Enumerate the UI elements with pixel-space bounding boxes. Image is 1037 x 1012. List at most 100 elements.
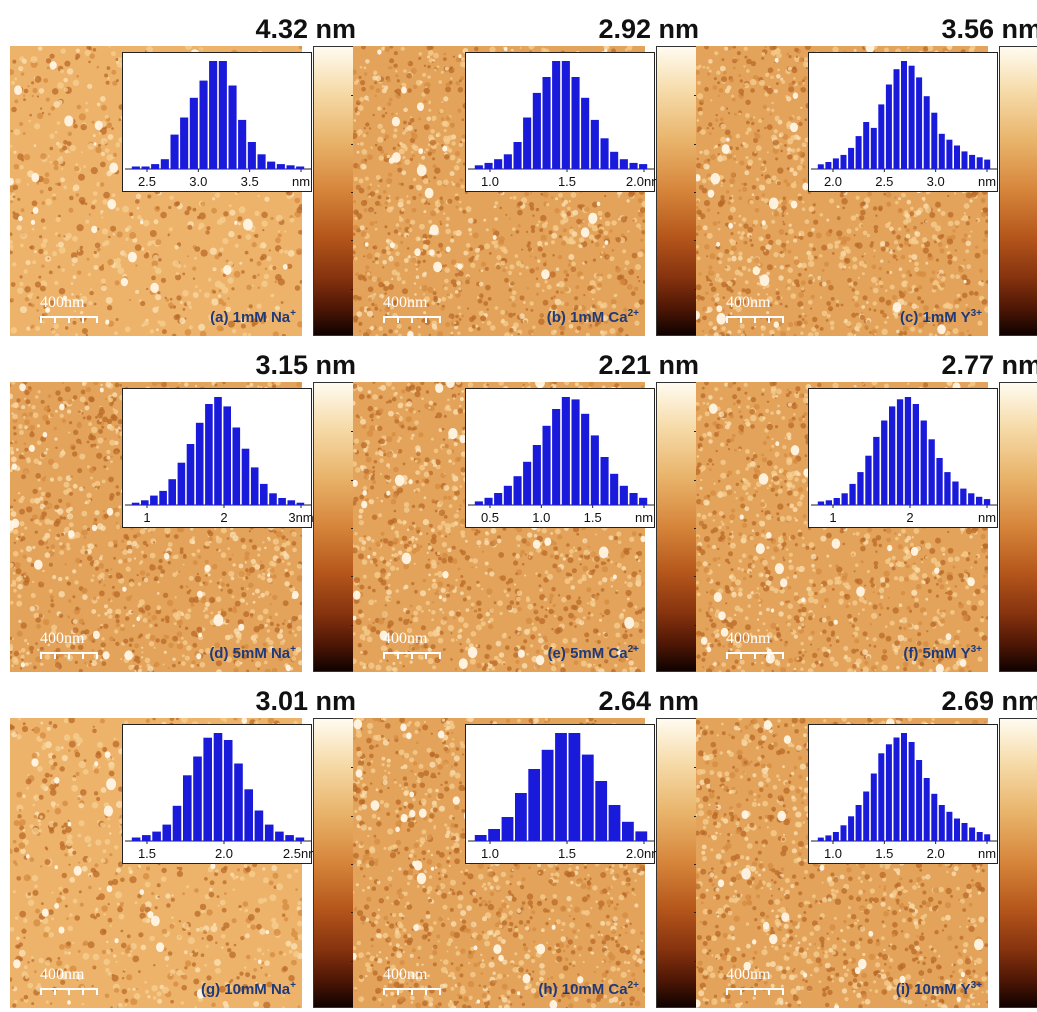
- histogram-bar: [962, 151, 968, 169]
- histogram-bar: [163, 825, 172, 841]
- histogram-bar: [543, 77, 551, 169]
- histogram-bar: [581, 414, 589, 505]
- histogram-bar: [159, 491, 167, 505]
- scale-bar-tick: [40, 652, 42, 659]
- histogram-bar: [833, 832, 839, 841]
- histogram-tick-label: 1.5: [138, 846, 156, 861]
- scale-bar-label: 400nm: [726, 630, 770, 648]
- histogram-bar: [894, 738, 900, 842]
- scale-bar-tick: [96, 316, 98, 323]
- histogram-bar: [856, 805, 862, 841]
- histogram-tick-label: 1.0: [532, 510, 550, 525]
- histogram-tick-label: 3.0: [927, 174, 945, 189]
- histogram-bar: [485, 163, 493, 169]
- histogram-bar: [865, 456, 871, 505]
- histogram-bar: [504, 486, 512, 505]
- histogram-bar: [514, 142, 522, 169]
- histogram-tick-label: 2: [220, 510, 227, 525]
- histogram-bar: [946, 140, 952, 169]
- panel-label-text: (f) 5mM Y: [903, 645, 970, 662]
- histogram-bar: [622, 822, 634, 841]
- scale-bar-tick: [754, 316, 756, 323]
- histogram-bar: [494, 493, 502, 505]
- height-colorbar: [313, 382, 357, 672]
- histogram-bar: [833, 158, 839, 169]
- histogram-bar: [591, 120, 599, 169]
- histogram-bar: [881, 421, 887, 506]
- panel-label: (f) 5mM Y3+: [903, 644, 982, 662]
- height-colorbar: [313, 718, 357, 1008]
- histogram-bar: [856, 136, 862, 169]
- histogram-tick-label: 2.0: [927, 846, 945, 861]
- histogram-bar: [533, 445, 541, 505]
- histogram-bar: [552, 61, 560, 169]
- histogram-bar: [873, 437, 879, 505]
- histogram-tick-label: 1.0: [824, 846, 842, 861]
- scale-bar-tick: [383, 316, 385, 323]
- scale-bar-tick: [754, 652, 756, 659]
- scale-bar-tick: [726, 316, 728, 323]
- histogram-bar: [936, 458, 942, 505]
- histogram-tick-label: 2.0nm: [626, 174, 656, 189]
- histogram-bar: [244, 789, 253, 841]
- scale-bar-label: 400nm: [383, 294, 427, 312]
- scale-bar-label: 400nm: [383, 966, 427, 984]
- histogram-bar: [595, 781, 607, 841]
- histogram-bar: [849, 484, 855, 505]
- histogram-bar: [871, 128, 877, 169]
- panel-label-text: (g) 10mM Na: [201, 981, 290, 998]
- histogram-bar: [277, 164, 285, 169]
- histogram-bar: [969, 155, 975, 169]
- scale-bar-label: 400nm: [40, 966, 84, 984]
- scale-bar-tick: [439, 316, 441, 323]
- scale-bar-tick: [54, 988, 56, 995]
- panel-label-text: (d) 5mM Na: [209, 645, 290, 662]
- histogram-bar: [878, 753, 884, 841]
- histogram-bar: [528, 769, 540, 841]
- histogram-bar: [132, 167, 140, 170]
- histogram-bar: [610, 474, 618, 505]
- histogram-bar: [894, 69, 900, 169]
- histogram-bar: [168, 479, 176, 505]
- height-colorbar: [656, 46, 700, 336]
- histogram-bar: [572, 399, 580, 505]
- scale-bar-label: 400nm: [726, 294, 770, 312]
- histogram-bar: [609, 805, 621, 841]
- histogram-bar: [488, 829, 500, 841]
- histogram-bar: [485, 498, 493, 505]
- histogram-bar: [857, 472, 863, 505]
- scale-bar-tick: [397, 988, 399, 995]
- ion-charge: 3+: [971, 980, 982, 991]
- histogram-bar: [258, 154, 266, 169]
- histogram-bar: [260, 484, 268, 505]
- scale-bar-tick: [411, 988, 413, 995]
- histogram-bar: [233, 428, 241, 506]
- scale-bar-tick: [82, 652, 84, 659]
- histogram-tick-label: 1.5: [875, 846, 893, 861]
- histogram-bar: [475, 501, 483, 505]
- histogram-bar: [886, 85, 892, 170]
- z-range-label: 2.92 nm: [598, 14, 699, 45]
- scale-bar-tick: [397, 652, 399, 659]
- z-range-label: 3.56 nm: [941, 14, 1037, 45]
- histogram-bar: [514, 476, 522, 505]
- histogram-bar: [171, 135, 179, 169]
- histogram-bar: [905, 397, 911, 505]
- z-range-label: 2.64 nm: [598, 686, 699, 717]
- histogram-bar: [591, 435, 599, 505]
- histogram-bar: [581, 98, 589, 169]
- histogram-bar: [224, 740, 233, 841]
- scale-bar-tick: [726, 652, 728, 659]
- histogram-bar: [275, 832, 284, 841]
- histogram-bar: [265, 825, 274, 841]
